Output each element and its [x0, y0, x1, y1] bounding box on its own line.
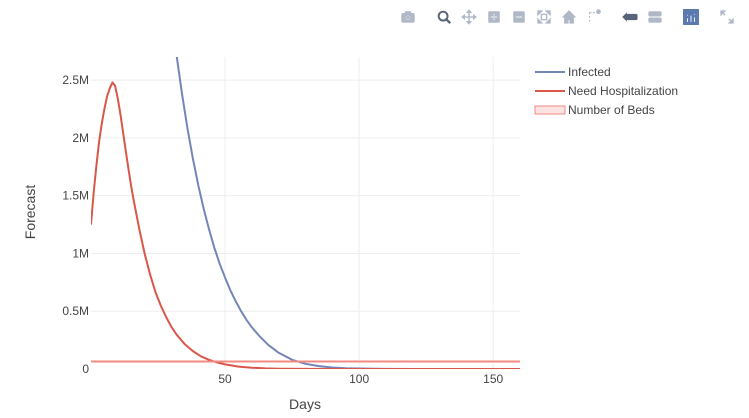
hover-compare-icon [648, 11, 662, 23]
y-tick-label: 1M [72, 246, 89, 260]
plotly-logo-icon [683, 9, 699, 25]
zoom-button[interactable] [432, 6, 456, 28]
fullscreen-icon [720, 10, 734, 24]
zoom-in-button[interactable] [482, 6, 506, 28]
y-tick-label: 1.5M [62, 189, 89, 203]
legend-swatch [534, 105, 566, 115]
x-axis-ticks: 50 100 150 [218, 372, 503, 386]
legend-item[interactable]: Infected [535, 65, 611, 79]
y-tick-label: 0.5M [62, 304, 89, 318]
legend-label: Number of Beds [568, 103, 655, 117]
home-button[interactable] [557, 6, 581, 28]
legend-item[interactable]: Number of Beds [534, 103, 655, 117]
legend-label: Infected [568, 65, 611, 79]
y-axis-title: Forecast [22, 185, 38, 240]
pan-icon [461, 9, 477, 25]
series-need-hospitalization-line [91, 81, 520, 369]
x-tick-label: 100 [349, 372, 369, 386]
series-infected-line [175, 57, 520, 369]
spike-lines-icon [589, 9, 601, 24]
y-axis-ticks: 0 0.5M 1M 1.5M 2M 2.5M [62, 73, 89, 376]
spike-lines-button[interactable] [582, 6, 606, 28]
zoom-out-icon [513, 11, 525, 23]
grid [91, 57, 520, 369]
camera-icon [401, 11, 415, 23]
plotly-logo-button[interactable] [679, 6, 703, 28]
y-tick-label: 2.5M [62, 73, 89, 87]
hover-compare-button[interactable] [643, 6, 667, 28]
legend[interactable]: Infected Need Hospitalization Number of Be… [534, 65, 678, 117]
hover-closest-button[interactable] [618, 6, 642, 28]
modebar [396, 6, 739, 28]
camera-button[interactable] [396, 6, 420, 28]
zoom-icon [437, 10, 452, 25]
x-tick-label: 150 [483, 372, 503, 386]
y-tick-label: 2M [72, 131, 89, 145]
y-tick-label: 0 [82, 362, 89, 376]
fullscreen-button[interactable] [715, 6, 739, 28]
legend-item[interactable]: Need Hospitalization [535, 84, 678, 98]
x-tick-label: 50 [218, 372, 232, 386]
pan-button[interactable] [457, 6, 481, 28]
zoom-out-button[interactable] [507, 6, 531, 28]
legend-label: Need Hospitalization [568, 84, 678, 98]
series-layer [91, 57, 520, 369]
zoom-in-icon [488, 11, 500, 23]
x-axis-title: Days [289, 396, 321, 412]
autoscale-button[interactable] [532, 6, 556, 28]
home-icon [561, 10, 577, 24]
hover-closest-icon [622, 12, 638, 22]
autoscale-icon [537, 10, 551, 24]
